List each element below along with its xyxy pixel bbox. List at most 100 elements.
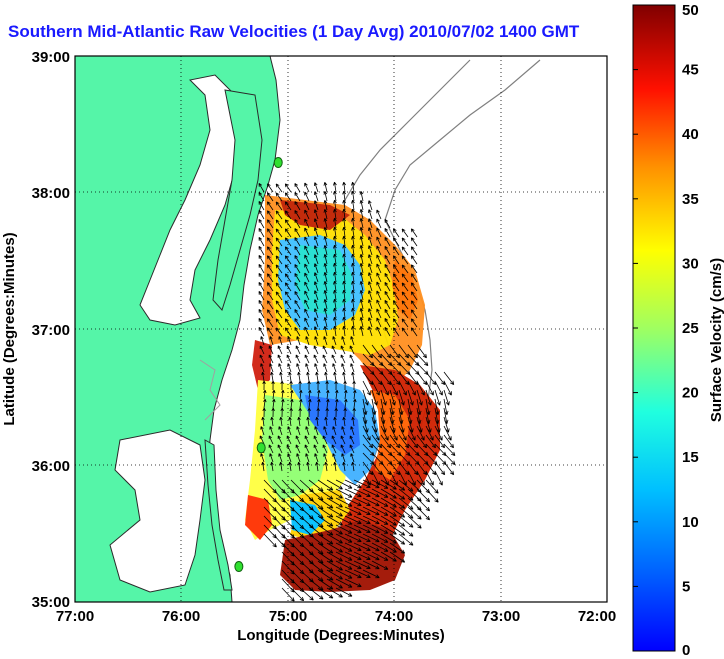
velocity-arrow xyxy=(368,227,373,238)
velocity-arrow xyxy=(272,398,276,409)
velocity-arrow xyxy=(325,407,329,418)
velocity-arrow xyxy=(294,318,301,328)
velocity-arrow xyxy=(294,309,301,319)
velocity-arrow xyxy=(389,479,406,491)
velocity-arrow xyxy=(260,426,265,436)
velocity-arrow xyxy=(314,363,319,373)
velocity-arrow xyxy=(342,461,346,472)
velocity-arrow xyxy=(296,363,301,373)
velocity-arrow xyxy=(344,533,362,543)
velocity-arrow xyxy=(324,461,328,472)
velocity-arrow xyxy=(416,497,431,512)
velocity-arrow xyxy=(323,281,328,292)
velocity-arrow xyxy=(323,336,328,346)
velocity-arrow xyxy=(284,201,292,211)
velocity-arrow xyxy=(416,344,427,359)
velocity-arrow xyxy=(317,479,334,491)
velocity-arrow xyxy=(443,380,452,396)
x-tick-label: 77:00 xyxy=(56,608,94,625)
velocity-arrow xyxy=(297,371,301,382)
velocity-arrow xyxy=(380,425,389,441)
velocity-arrow xyxy=(380,542,397,553)
velocity-arrow xyxy=(333,181,337,193)
velocity-arrow xyxy=(258,210,265,220)
velocity-arrow xyxy=(323,326,328,337)
velocity-arrow xyxy=(443,425,452,441)
velocity-arrow xyxy=(313,326,319,337)
velocity-arrow xyxy=(359,253,364,265)
velocity-arrow xyxy=(368,200,373,211)
velocity-arrow xyxy=(371,515,389,525)
velocity-arrow xyxy=(349,435,355,445)
velocity-arrow xyxy=(342,262,346,274)
velocity-arrow xyxy=(266,327,274,337)
velocity-arrow xyxy=(277,435,283,445)
velocity-arrow xyxy=(294,282,301,292)
velocity-arrow xyxy=(401,264,409,274)
velocity-arrow xyxy=(407,434,418,449)
velocity-arrow xyxy=(368,263,373,274)
velocity-arrow xyxy=(376,236,382,247)
velocity-arrow xyxy=(305,453,310,463)
velocity-arrow xyxy=(350,426,355,436)
velocity-arrow xyxy=(262,380,266,391)
velocity-arrow xyxy=(266,282,274,292)
velocity-arrow xyxy=(294,183,301,193)
velocity-arrow xyxy=(371,389,378,406)
velocity-arrow xyxy=(313,236,319,247)
velocity-arrow xyxy=(350,453,355,463)
velocity-arrow xyxy=(353,506,371,515)
velocity-arrow xyxy=(284,273,292,283)
velocity-arrow xyxy=(344,506,362,516)
velocity-arrow xyxy=(371,524,389,534)
x-tick-label: 72:00 xyxy=(578,608,616,625)
velocity-arrow xyxy=(353,515,371,524)
velocity-arrow xyxy=(407,389,414,406)
velocity-arrow xyxy=(313,209,319,220)
velocity-arrow xyxy=(258,282,265,292)
colorbar-tick-label: 35 xyxy=(682,191,699,208)
velocity-arrow xyxy=(258,228,265,238)
velocity-arrow xyxy=(268,435,274,445)
velocity-arrow xyxy=(362,389,369,406)
velocity-arrow xyxy=(384,264,391,274)
velocity-arrow xyxy=(304,435,310,445)
velocity-arrow xyxy=(333,289,337,301)
velocity-arrow xyxy=(313,218,319,229)
radar-station-marker xyxy=(234,561,244,573)
velocity-arrow xyxy=(351,181,355,193)
velocity-arrow xyxy=(317,398,321,409)
velocity-arrow xyxy=(371,479,389,489)
velocity-arrow xyxy=(331,345,337,355)
velocity-arrow xyxy=(410,291,418,301)
velocity-arrow xyxy=(304,290,310,301)
velocity-arrow xyxy=(401,237,409,247)
velocity-arrow xyxy=(359,190,364,202)
velocity-arrow xyxy=(294,228,301,238)
velocity-arrow xyxy=(342,307,346,319)
velocity-arrow xyxy=(315,371,319,382)
velocity-arrow xyxy=(271,380,275,391)
velocity-arrow xyxy=(362,533,380,543)
velocity-arrow xyxy=(314,453,319,463)
velocity-arrow xyxy=(380,551,397,562)
velocity-arrow xyxy=(344,488,362,498)
velocity-arrow xyxy=(416,380,425,396)
velocity-arrow xyxy=(353,398,357,409)
velocity-arrow xyxy=(389,497,406,509)
velocity-arrow xyxy=(342,226,346,238)
velocity-arrow xyxy=(298,380,302,391)
velocity-arrow xyxy=(260,336,265,346)
velocity-arrow xyxy=(268,444,274,454)
velocity-arrow xyxy=(258,183,265,193)
plot-frame xyxy=(74,55,608,603)
colorbar-tick-label: 40 xyxy=(682,126,699,143)
x-tick-label: 74:00 xyxy=(375,608,413,625)
velocity-arrow xyxy=(331,444,337,454)
velocity-arrow xyxy=(389,434,400,449)
velocity-arrow xyxy=(353,488,371,497)
velocity-arrow xyxy=(407,380,416,396)
velocity-arrow xyxy=(342,280,346,292)
velocity-arrow xyxy=(317,542,334,554)
velocity-arrow xyxy=(342,217,346,229)
